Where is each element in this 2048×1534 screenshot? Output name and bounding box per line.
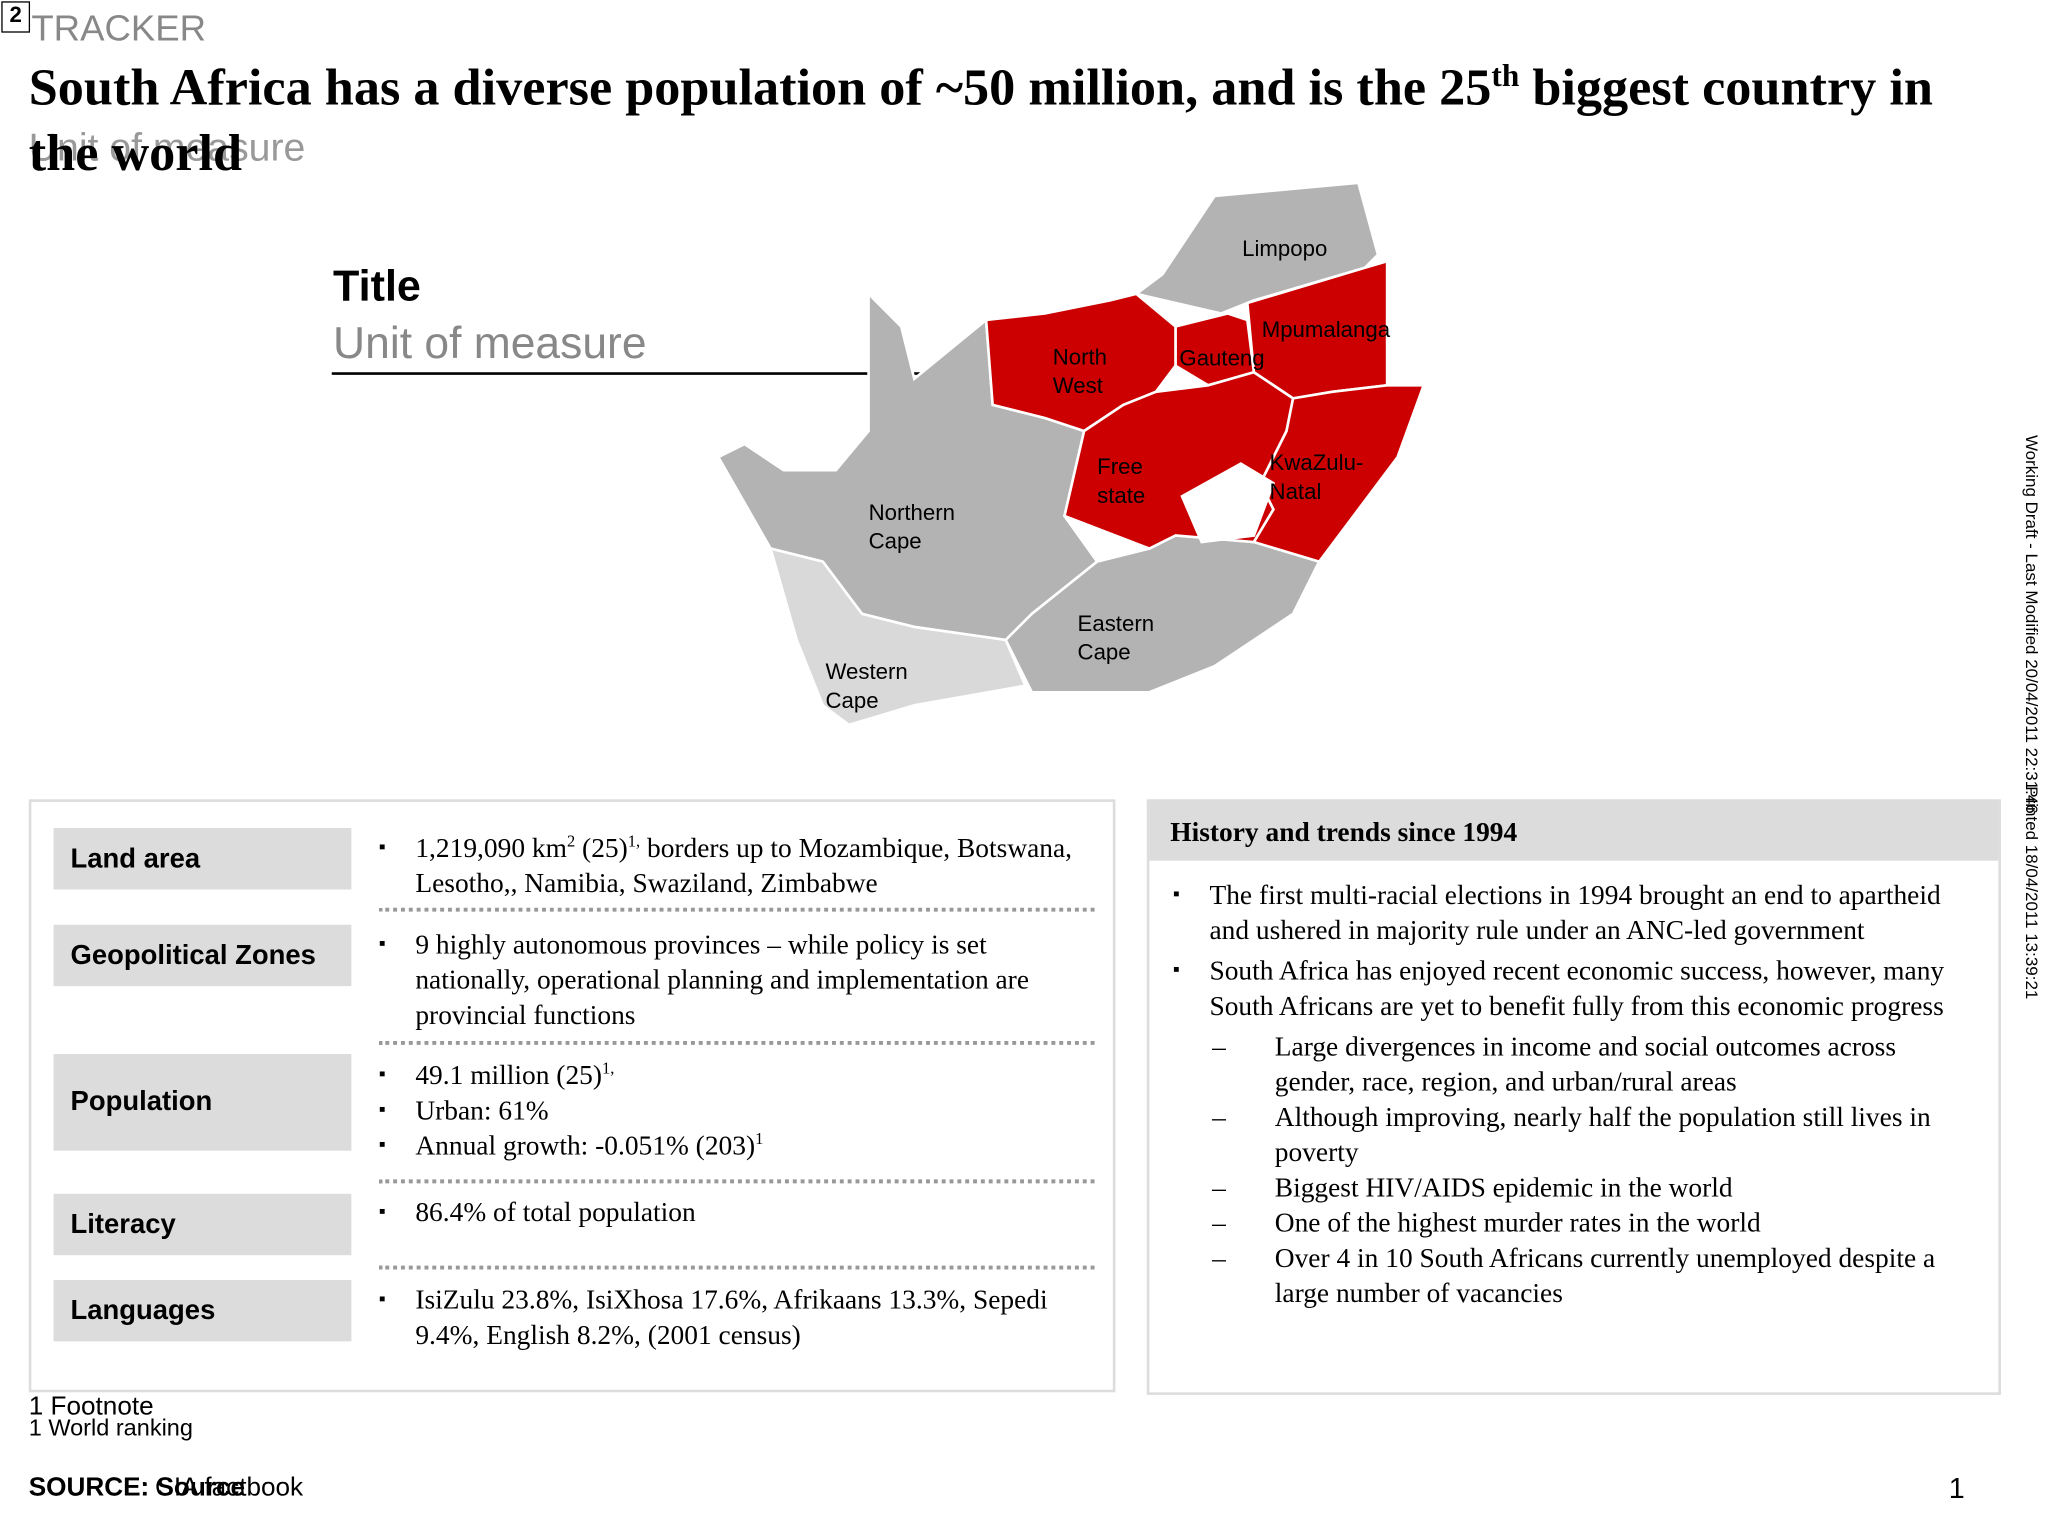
- bullet: 49.1 million (25)1,: [379, 1058, 1084, 1093]
- superscript: 1: [755, 1129, 764, 1149]
- title-sup: th: [1491, 59, 1520, 94]
- side-note: Printed 18/04/2011 13:39:21: [2021, 786, 2042, 1000]
- bullet: Annual growth: -0.051% (203)1: [379, 1128, 1084, 1163]
- region-label: Eastern Cape: [1077, 611, 1155, 665]
- separator: [378, 1265, 1095, 1270]
- placeholder-unit: Unit of measure: [333, 318, 647, 369]
- region-shape: [768, 546, 1028, 727]
- fact-label: Population: [53, 1054, 352, 1151]
- slide-number: 2: [1, 1, 31, 33]
- region-label: Mpumalanga: [1261, 317, 1391, 343]
- bullet-text: Urban: 61%: [415, 1094, 549, 1126]
- bullet-text: 86.4% of total population: [415, 1196, 696, 1228]
- placeholder-title: Title: [333, 261, 421, 310]
- bullet: Urban: 61%: [379, 1093, 1084, 1128]
- fact-text: 86.4% of total population: [379, 1195, 1084, 1230]
- region-label: North West: [1052, 344, 1108, 399]
- title-text: biggest country in the world: [28, 57, 1933, 182]
- sub-bullet: Biggest HIV/AIDS epidemic in the world: [1212, 1170, 1970, 1205]
- region-label: Western Cape: [825, 659, 908, 714]
- bullet: 86.4% of total population: [379, 1195, 1084, 1230]
- source: SOURCE: Source: [28, 1473, 246, 1503]
- unit-overlay: Unit of measure: [28, 126, 306, 170]
- bullet: IsiZulu 23.8%, IsiXhosa 17.6%, Afrikaans…: [379, 1283, 1084, 1354]
- map: [716, 181, 1426, 727]
- fact-text: IsiZulu 23.8%, IsiXhosa 17.6%, Afrikaans…: [379, 1283, 1084, 1354]
- region-label: Free state: [1097, 454, 1146, 509]
- bullet-text: 9 highly autonomous provinces – while po…: [415, 928, 1029, 1031]
- bullet: South Africa has enjoyed recent economic…: [1173, 953, 1970, 1024]
- separator: [378, 907, 1095, 912]
- fact-label: Land area: [53, 828, 352, 890]
- bullet: 9 highly autonomous provinces – while po…: [379, 927, 1084, 1033]
- page-number: 1: [1948, 1471, 1965, 1505]
- footnote: 1 World ranking: [28, 1414, 193, 1441]
- bullet-text: Annual growth: -0.051% (203): [415, 1129, 756, 1162]
- source: SOURCE: CIA factbook: [28, 1473, 304, 1503]
- tracker: TRACKER: [31, 7, 207, 49]
- bullet: 1,219,090 km2 (25)1, borders up to Mozam…: [379, 831, 1084, 902]
- lesotho: [1180, 462, 1276, 544]
- superscript: 1,: [602, 1059, 615, 1078]
- superscript: 1,: [627, 831, 641, 851]
- bullet: The first multi-racial elections in 1994…: [1173, 878, 1970, 949]
- bullet-text: IsiZulu 23.8%, IsiXhosa 17.6%, Afrikaans…: [415, 1283, 1048, 1351]
- sub-bullet: One of the highest murder rates in the w…: [1212, 1206, 1970, 1241]
- region-shape: [1251, 383, 1426, 564]
- sub-bullet: Over 4 in 10 South Africans currently un…: [1212, 1241, 1970, 1312]
- fact-label: Literacy: [53, 1193, 352, 1256]
- facts-panel: [28, 799, 1116, 1393]
- region-label: Northern Cape: [868, 500, 955, 554]
- bullet-text: (25): [575, 831, 628, 864]
- title-text: South Africa has a diverse population of…: [28, 57, 1492, 117]
- sub-bullet: Large divergences in income and social o…: [1212, 1029, 1970, 1100]
- superscript: 2: [566, 831, 576, 851]
- fact-text: 49.1 million (25)1,Urban: 61%Annual grow…: [379, 1058, 1084, 1164]
- bullet-text: 49.1 million (25): [415, 1059, 603, 1091]
- separator: [378, 1179, 1095, 1184]
- bullet-text: 1,219,090 km: [415, 831, 567, 864]
- region-label: Limpopo: [1242, 236, 1328, 262]
- separator: [378, 1040, 1095, 1045]
- bullet-text: borders up to Mozambique, Botswana, Leso…: [415, 831, 1073, 899]
- region-label: KwaZulu- Natal: [1269, 450, 1364, 505]
- region-label: Gauteng: [1179, 346, 1265, 371]
- history-title: History and trends since 1994: [1149, 799, 1999, 861]
- fact-text: 9 highly autonomous provinces – while po…: [379, 927, 1084, 1033]
- history-body: The first multi-racial elections in 1994…: [1173, 878, 1970, 1312]
- region-shape: [984, 292, 1177, 433]
- fact-label: Languages: [53, 1279, 352, 1342]
- footnote: 1 Footnote: [28, 1392, 154, 1422]
- side-note: Working Draft - Last Modified 20/04/2011…: [2021, 434, 2042, 814]
- sub-bullet: Although improving, nearly half the popu…: [1212, 1100, 1970, 1171]
- fact-text: 1,219,090 km2 (25)1, borders up to Mozam…: [379, 831, 1084, 902]
- slide-title: South Africa has a diverse population of…: [29, 55, 1962, 186]
- placeholder-rule: [331, 372, 944, 375]
- fact-label: Geopolitical Zones: [53, 924, 352, 987]
